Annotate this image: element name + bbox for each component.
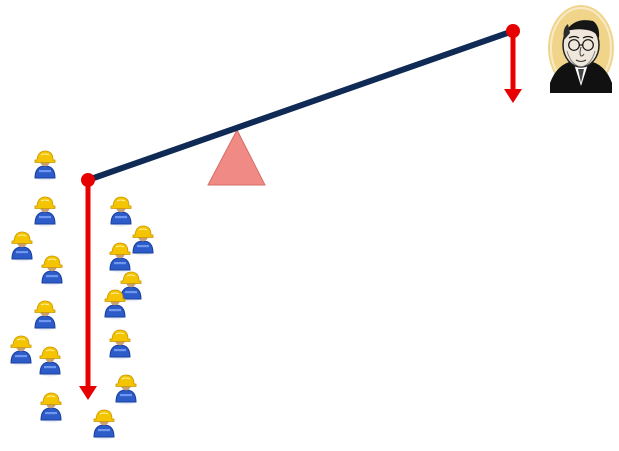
worker-icon [34, 300, 56, 331]
worker-icon [34, 196, 56, 227]
left-force-arrow [79, 181, 97, 400]
worker-icon [109, 242, 131, 273]
worker-icon [132, 225, 154, 256]
worker-icon [110, 196, 132, 227]
worker-icon [10, 335, 32, 366]
right-end-dot [506, 24, 520, 38]
left-end-dot [81, 173, 95, 187]
worker-icon [104, 289, 126, 320]
right-force-arrow [504, 31, 522, 103]
worker-icon [40, 392, 62, 423]
businessman-portrait-icon [548, 5, 614, 93]
worker-icon [41, 255, 63, 286]
worker-icon [109, 329, 131, 360]
worker-icon [115, 374, 137, 405]
worker-icon [11, 231, 33, 262]
fulcrum-triangle [207, 128, 266, 186]
worker-icon [39, 346, 61, 377]
worker-icon [34, 150, 56, 181]
worker-icon [93, 409, 115, 440]
worker-icon [120, 271, 142, 302]
lever-beam [85, 28, 516, 183]
workers-group [10, 150, 154, 440]
